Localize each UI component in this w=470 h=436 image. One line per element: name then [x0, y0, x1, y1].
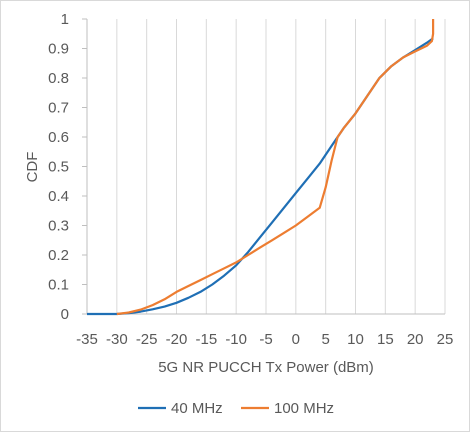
y-tick-label: 0.2: [48, 247, 69, 264]
x-tick-label: 20: [407, 331, 424, 348]
y-tick-label: 0: [61, 306, 69, 323]
x-tick-label: 15: [377, 331, 394, 348]
series-lines: [87, 19, 435, 316]
y-tick-label: 0.5: [48, 159, 69, 176]
gridlines: [116, 19, 446, 314]
series-line-100mhz: [116, 19, 435, 316]
legend-label: 40 MHz: [171, 400, 223, 417]
x-tick-label: -35: [76, 331, 98, 348]
axes: [82, 18, 445, 315]
y-tick-label: 0.8: [48, 70, 69, 87]
x-tick-label: -20: [166, 331, 188, 348]
y-tick-label: 0.7: [48, 100, 69, 117]
x-tick-label: -15: [195, 331, 217, 348]
x-tick-label: -30: [106, 331, 128, 348]
x-tick-label: 10: [347, 331, 364, 348]
legend: 40 MHz 100 MHz: [138, 400, 334, 417]
x-tick-label: -5: [259, 331, 272, 348]
series-line-40mhz: [87, 37, 434, 316]
x-tick-label: -25: [136, 331, 158, 348]
y-tick-label: 0.1: [48, 277, 69, 294]
x-tick-label: 0: [292, 331, 300, 348]
y-tick-label: 0.3: [48, 218, 69, 235]
x-tick-label: -10: [225, 331, 247, 348]
tick-labels: -35 -30 -25 -20 -15 -10 -5 0 5 10 15 20 25 0 0.1 0.2 0.3…: [48, 11, 453, 348]
x-tick-label: 5: [321, 331, 329, 348]
y-tick-label: 1: [61, 11, 69, 28]
y-tick-label: 0.9: [48, 41, 69, 58]
y-tick-label: 0.4: [48, 188, 69, 205]
legend-label: 100 MHz: [274, 400, 334, 417]
y-axis-title: CDF: [24, 152, 41, 183]
x-axis-title: 5G NR PUCCH Tx Power (dBm): [158, 359, 374, 376]
y-tick-label: 0.6: [48, 129, 69, 146]
x-tick-label: 25: [437, 331, 454, 348]
